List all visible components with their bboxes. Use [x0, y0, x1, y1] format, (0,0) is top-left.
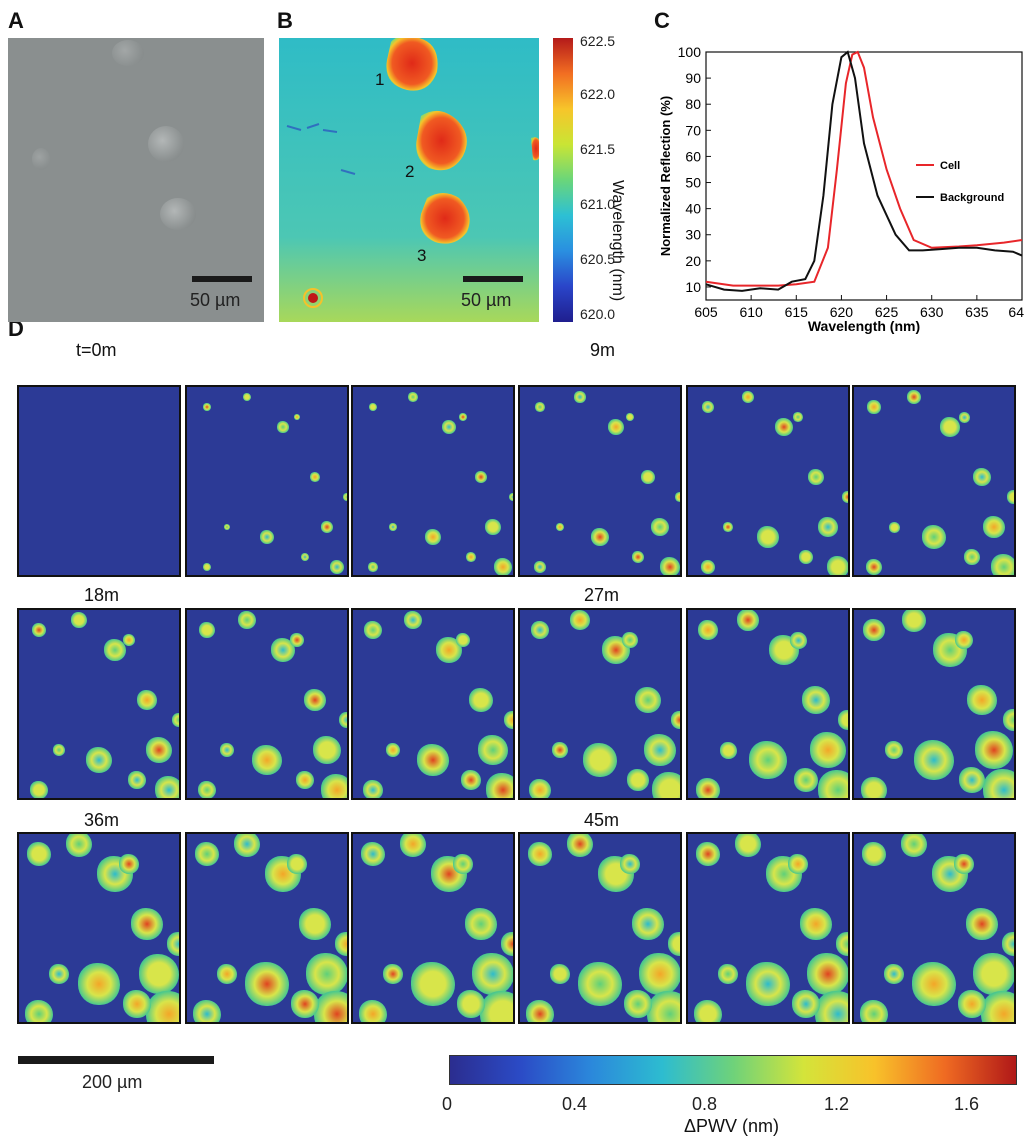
timelapse-frame — [686, 608, 850, 800]
x-tick-label: 620 — [830, 304, 854, 320]
scale-bar-b — [463, 276, 523, 282]
y-tick-label: 10 — [685, 279, 701, 295]
y-tick-label: 100 — [678, 44, 702, 60]
colorbar-b-tick: 620.5 — [580, 251, 616, 267]
series-line-cell — [705, 50, 1023, 287]
panel-label-a: A — [8, 8, 24, 33]
colorbar-d-tick: 1.6 — [954, 1094, 980, 1114]
colorbar-d-tick: 0.8 — [692, 1094, 718, 1114]
timelapse-frame — [185, 832, 349, 1024]
timelapse-frame — [852, 608, 1016, 800]
reflection-chart: 10 20 30 40 50 60 70 80 90 100 605 610 615 620 625 630 6… — [658, 44, 1024, 334]
y-tick-label: 40 — [685, 201, 701, 217]
y-axis-label: Normalized Reflection (%) — [658, 96, 673, 256]
cell-1-blob — [386, 38, 438, 91]
time-label: 18m — [84, 585, 120, 605]
colorbar-d-tick: 0.4 — [562, 1094, 588, 1114]
x-tick-label: 64 — [1008, 304, 1024, 320]
colorbar-b-tick: 620.0 — [580, 306, 616, 322]
time-label: 36m — [84, 810, 120, 830]
scale-label-d: 200 µm — [82, 1072, 143, 1092]
time-label: t=0m — [76, 340, 117, 360]
cell-label-3: 3 — [417, 246, 427, 265]
colorbar-d-tick: 0 — [442, 1094, 453, 1114]
scale-label-a: 50 µm — [190, 290, 241, 310]
cell-2-blob — [416, 110, 467, 171]
timelapse-frame — [518, 385, 682, 577]
colorbar-b-tick: 622.5 — [580, 33, 616, 49]
y-tick-label: 60 — [685, 148, 701, 164]
scale-bar-d — [18, 1056, 214, 1064]
plot-frame — [705, 51, 1023, 301]
legend-label-background: Background — [940, 192, 1004, 204]
timelapse-frame — [185, 608, 349, 800]
cell-label-1: 1 — [375, 70, 385, 89]
timelapse-frame — [852, 832, 1016, 1024]
time-label: 45m — [584, 810, 620, 830]
colorbar-d-tick: 1.2 — [824, 1094, 850, 1114]
timelapse-frame — [17, 608, 181, 800]
brightfield-image: 50 µm — [8, 38, 264, 322]
timelapse-frame — [17, 832, 181, 1024]
x-tick-label: 605 — [694, 304, 718, 320]
panel-label-b: B — [277, 8, 293, 33]
time-label: 27m — [584, 585, 620, 605]
timelapse-frame — [518, 608, 682, 800]
timelapse-frame — [351, 608, 515, 800]
panel-label-d: D — [8, 316, 24, 341]
timelapse-frame — [17, 385, 181, 577]
timelapse-frame — [351, 832, 515, 1024]
dpwv-colorbar — [449, 1055, 1017, 1085]
cell-3-blob — [420, 193, 470, 244]
x-tick-label: 630 — [920, 304, 944, 320]
timelapse-frame — [351, 385, 515, 577]
panel-label-c: C — [654, 8, 670, 33]
wavelength-map: 1 2 3 50 µm — [279, 38, 539, 322]
timelapse-frame — [852, 385, 1016, 577]
y-tick-label: 50 — [685, 175, 701, 191]
y-tick-label: 80 — [685, 96, 701, 112]
timelapse-frame — [518, 832, 682, 1024]
series-line-background — [705, 50, 1023, 292]
x-tick-label: 610 — [739, 304, 763, 320]
y-tick-label: 30 — [685, 227, 701, 243]
x-axis-label: Wavelength (nm) — [808, 318, 920, 334]
colorbar-b-label: Wavelength (nm) — [609, 180, 626, 302]
scale-bar-a — [192, 276, 252, 282]
colorbar-b-tick: 621.5 — [580, 141, 616, 157]
x-tick-label: 615 — [785, 304, 809, 320]
x-tick-label: 625 — [875, 304, 899, 320]
colorbar-d-label: ΔPWV (nm) — [684, 1116, 780, 1136]
wavelength-colorbar — [553, 38, 573, 322]
y-tick-label: 90 — [685, 70, 701, 86]
y-tick-label: 20 — [685, 253, 701, 269]
legend-label-cell: Cell — [940, 160, 960, 172]
time-label: 9m — [590, 340, 616, 360]
timelapse-frame — [185, 385, 349, 577]
colorbar-b-tick: 621.0 — [580, 196, 616, 212]
y-tick-label: 70 — [685, 122, 701, 138]
colorbar-b-tick: 622.0 — [580, 86, 616, 102]
x-tick-label: 635 — [965, 304, 989, 320]
timelapse-frame — [686, 832, 850, 1024]
timelapse-frame — [686, 385, 850, 577]
scale-label-b: 50 µm — [461, 290, 512, 310]
cell-label-2: 2 — [405, 162, 415, 181]
